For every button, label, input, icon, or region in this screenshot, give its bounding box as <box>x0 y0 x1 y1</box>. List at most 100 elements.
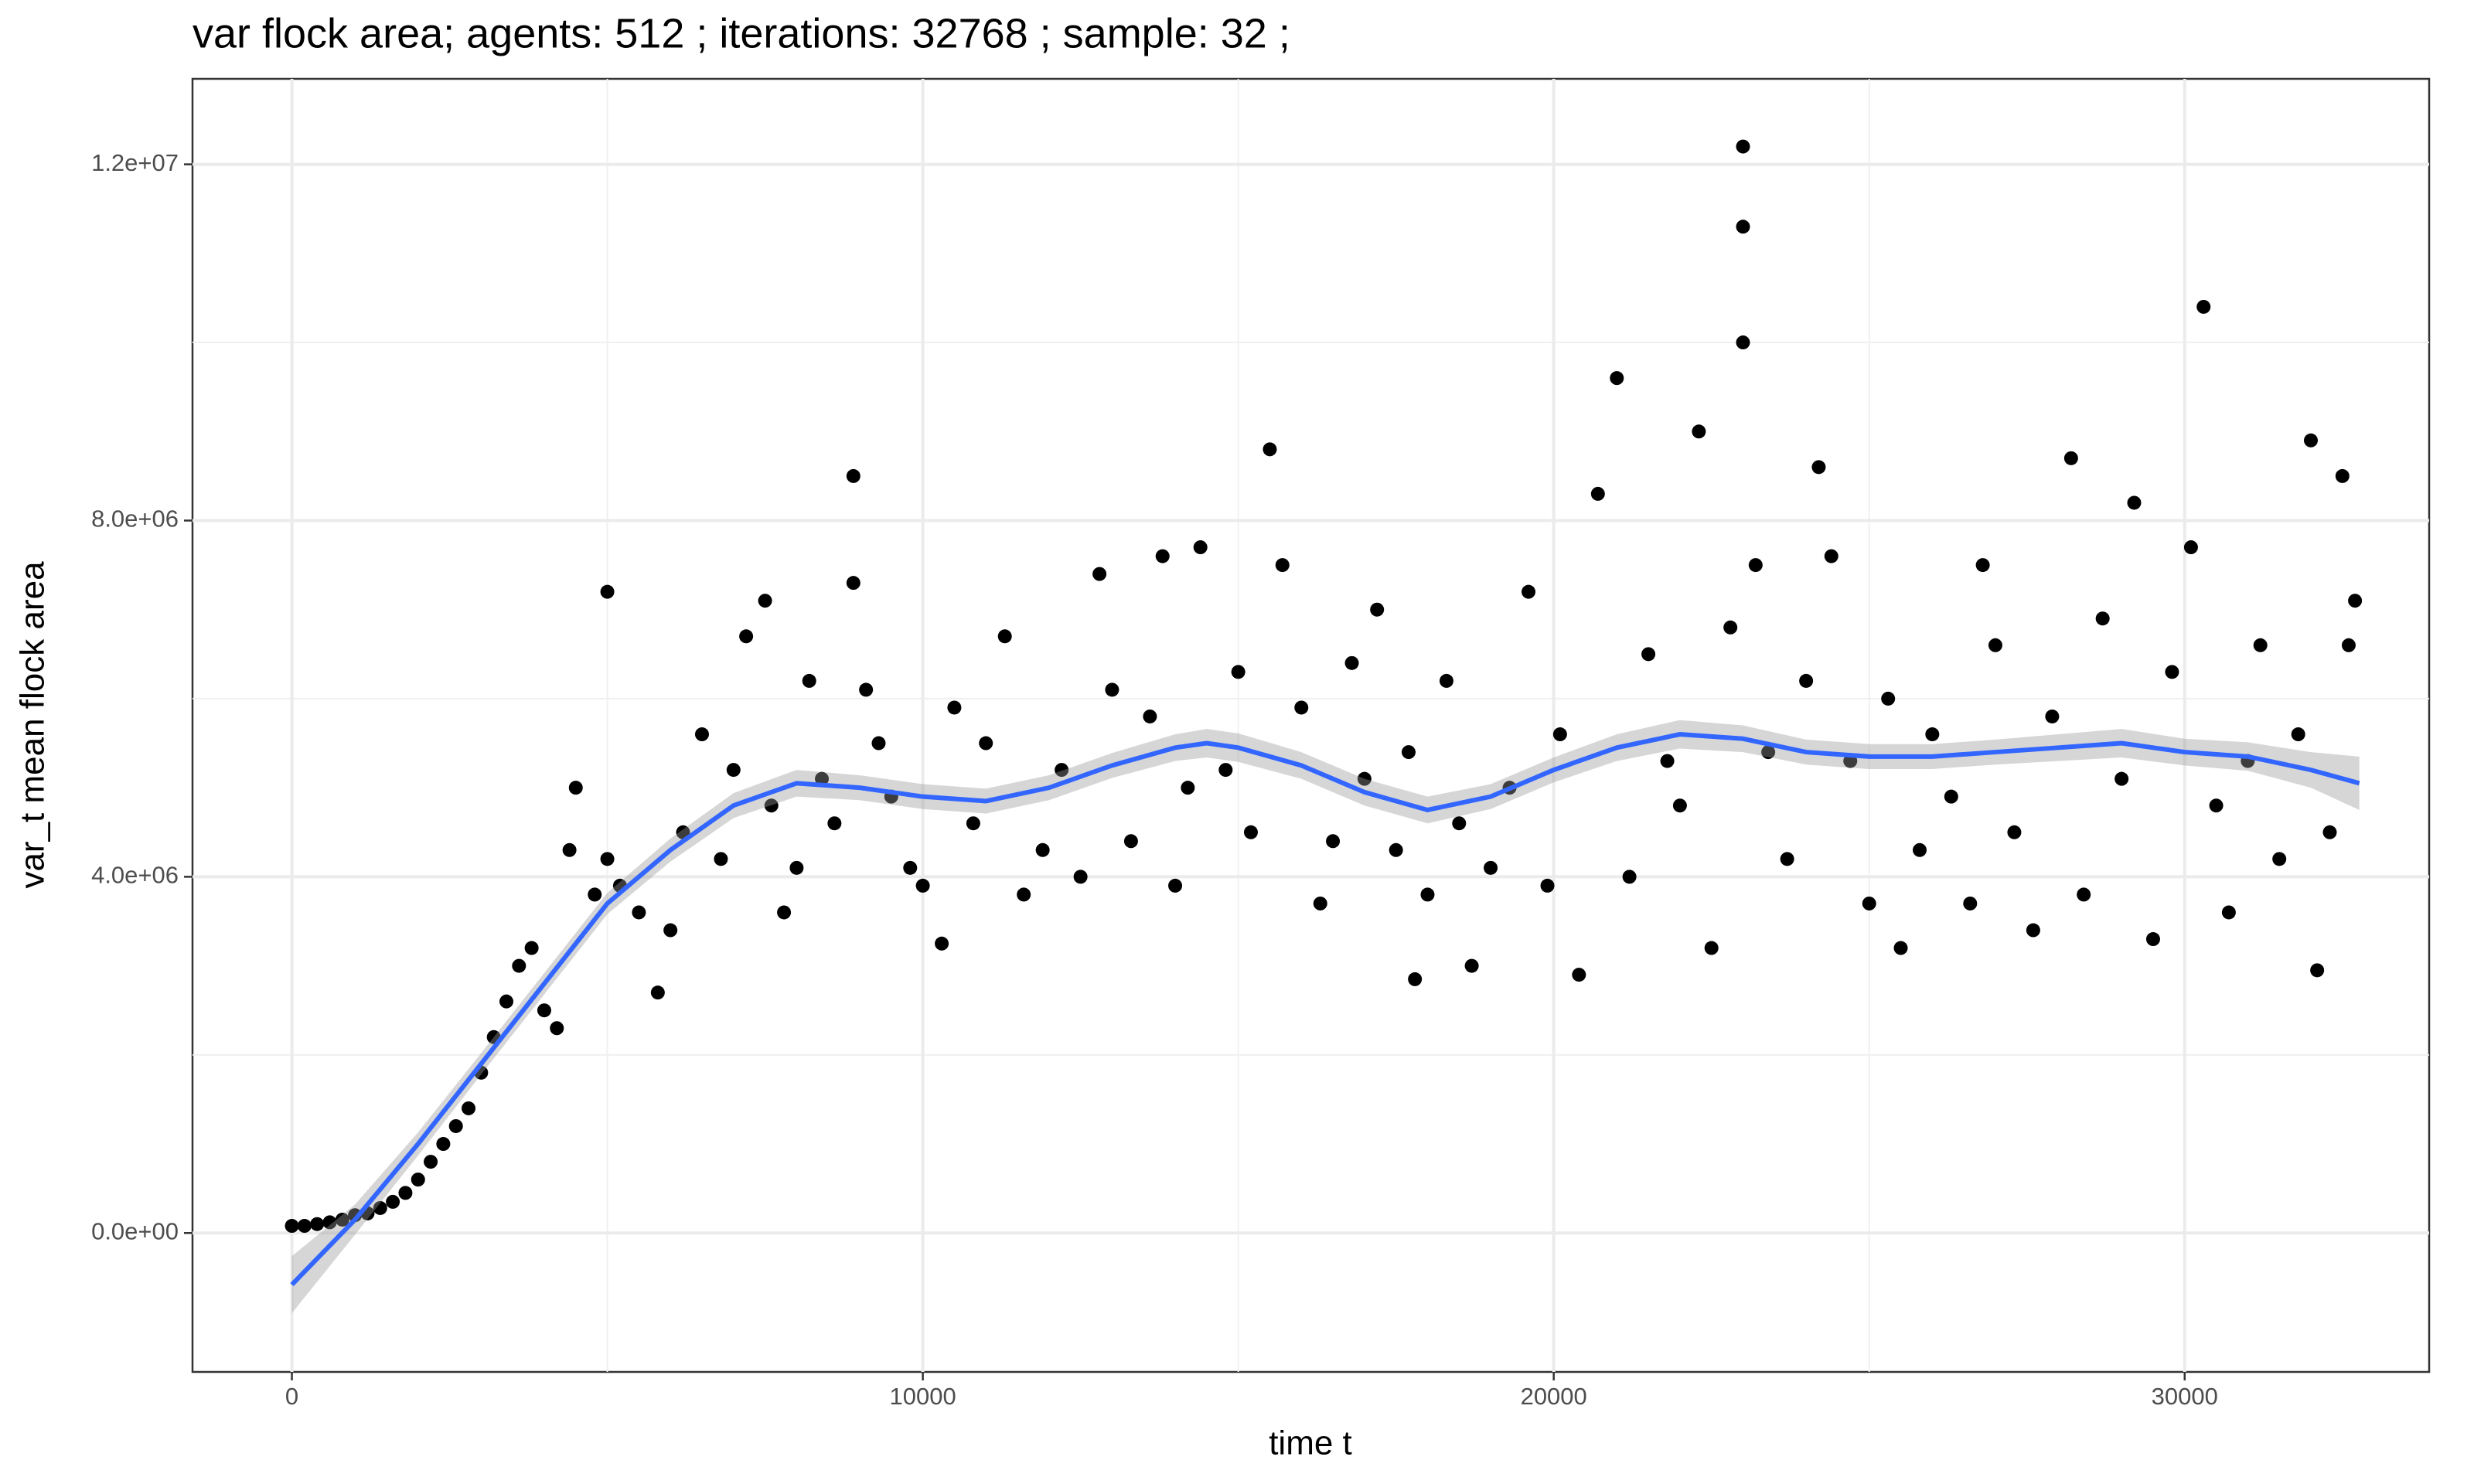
point <box>1736 220 1750 234</box>
point <box>1181 781 1195 795</box>
point <box>2007 825 2022 839</box>
point <box>2183 540 2198 555</box>
point <box>1452 816 1467 831</box>
point <box>2077 887 2091 902</box>
point <box>1610 371 1624 386</box>
point <box>871 736 886 751</box>
point <box>1988 638 2002 652</box>
point <box>1723 620 1738 635</box>
point <box>1540 878 1555 893</box>
point <box>2063 451 2078 465</box>
point <box>2196 299 2211 314</box>
point <box>1055 763 1069 778</box>
point <box>424 1155 438 1169</box>
point <box>815 771 830 786</box>
point <box>600 584 615 599</box>
point <box>650 985 665 1000</box>
point <box>1799 673 1814 688</box>
point <box>1925 727 1940 742</box>
point <box>1913 842 1927 857</box>
point <box>1704 941 1719 955</box>
point <box>1572 968 1586 982</box>
point <box>1370 602 1385 617</box>
point <box>1035 842 1050 857</box>
point <box>935 936 949 951</box>
point <box>1168 878 1183 893</box>
point <box>2348 594 2363 608</box>
point <box>1692 424 1706 439</box>
point <box>562 842 577 857</box>
point <box>1748 558 1763 573</box>
point <box>2291 727 2305 742</box>
point <box>1464 958 1479 973</box>
point <box>2095 611 2110 626</box>
point <box>777 905 792 920</box>
point <box>979 736 993 751</box>
point <box>997 629 1012 644</box>
point <box>1401 745 1416 760</box>
x-axis-title: time t <box>1269 1424 1352 1462</box>
point <box>1357 771 1372 786</box>
point <box>2165 665 2179 679</box>
point <box>1944 789 1958 804</box>
point <box>524 941 539 955</box>
point <box>386 1194 400 1209</box>
x-tick-label: 20000 <box>1521 1383 1587 1410</box>
point <box>1313 896 1327 910</box>
point <box>1761 745 1776 760</box>
point <box>1326 834 1341 849</box>
point <box>1105 682 1119 697</box>
point <box>1590 486 1605 501</box>
point <box>846 576 860 591</box>
y-tick-label: 0.0e+00 <box>91 1217 179 1244</box>
point <box>1975 558 1990 573</box>
point <box>1736 139 1750 154</box>
point <box>499 994 513 1009</box>
point <box>512 958 526 973</box>
point <box>285 1219 299 1234</box>
point <box>2335 468 2350 483</box>
point <box>2221 905 2236 920</box>
point <box>802 673 816 688</box>
point <box>632 905 646 920</box>
point <box>2272 852 2287 866</box>
point <box>1963 896 1978 910</box>
point <box>1243 825 1258 839</box>
y-tick-label: 1.2e+07 <box>91 149 179 176</box>
y-tick-label: 8.0e+06 <box>91 505 179 533</box>
point <box>663 923 678 938</box>
panel <box>191 77 2431 1373</box>
point <box>335 1212 349 1227</box>
point <box>1881 691 1896 706</box>
point <box>915 878 930 893</box>
point <box>2127 495 2142 510</box>
point <box>550 1021 564 1036</box>
point <box>411 1173 425 1187</box>
point <box>947 700 962 715</box>
point <box>1123 834 1138 849</box>
point <box>448 1118 463 1133</box>
point <box>2322 825 2337 839</box>
point <box>1780 852 1794 866</box>
point <box>537 1003 551 1018</box>
point <box>1231 665 1246 679</box>
point <box>1017 887 1031 902</box>
point <box>436 1137 451 1152</box>
point <box>1824 549 1838 563</box>
point <box>568 781 583 795</box>
point <box>726 763 741 778</box>
point <box>1143 709 1157 723</box>
y-tick-label: 4.0e+06 <box>91 862 179 889</box>
point <box>1811 460 1826 475</box>
point <box>1263 442 1277 457</box>
point <box>2303 433 2318 448</box>
point <box>1193 540 1208 555</box>
y-axis-title: var_t mean flock area <box>14 561 52 889</box>
point <box>1862 896 1876 910</box>
point <box>1420 887 1435 902</box>
point <box>846 468 860 483</box>
chart-title: var flock area; agents: 512 ; iterations… <box>193 10 1290 56</box>
point <box>322 1215 337 1230</box>
point <box>1893 941 1908 955</box>
